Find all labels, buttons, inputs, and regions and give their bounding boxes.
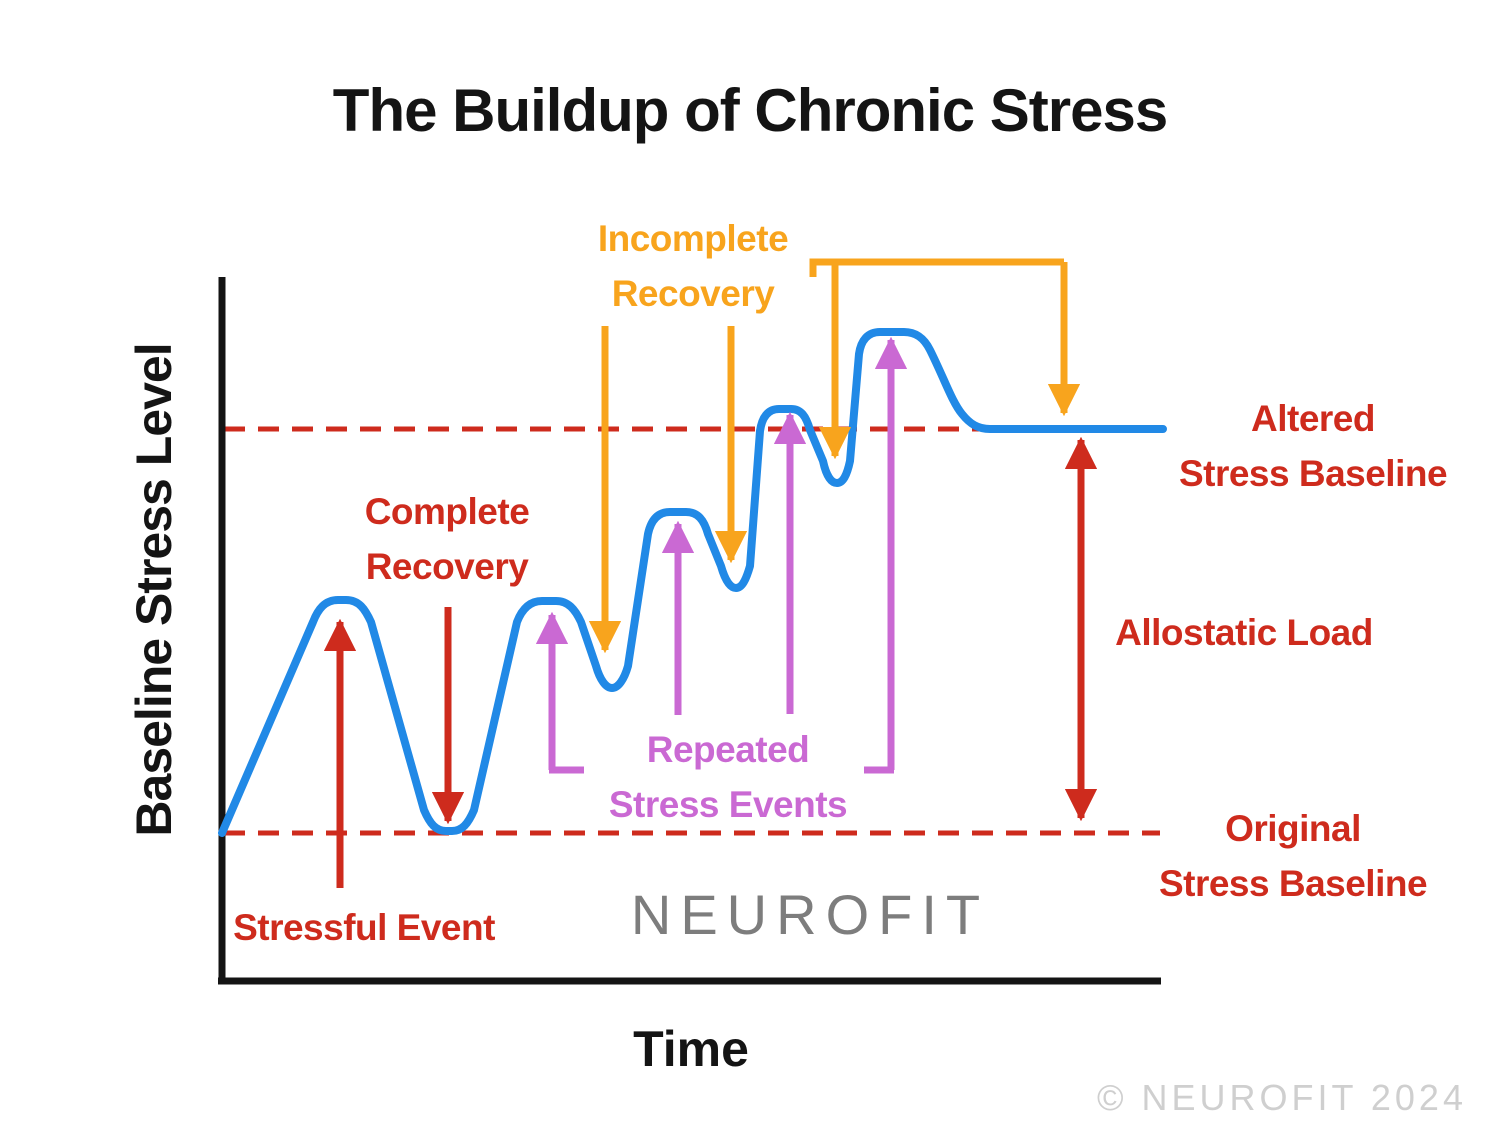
- incomplete-recovery-line1: Incomplete: [597, 218, 789, 259]
- copyright-text: © NEUROFIT 2024: [1097, 1077, 1467, 1118]
- original-baseline-line2: Stress Baseline: [1158, 863, 1428, 904]
- neurofit-watermark: NEUROFIT: [630, 883, 990, 946]
- original-stress-baseline-label: Original Stress Baseline: [1158, 801, 1428, 911]
- stress-curve: [218, 328, 1167, 837]
- stressful-event-label: Stressful Event: [233, 907, 495, 948]
- incomplete-recovery-label: Incomplete Recovery: [597, 211, 789, 321]
- complete-recovery-line2: Recovery: [365, 546, 529, 587]
- original-baseline-line1: Original: [1225, 808, 1361, 849]
- complete-recovery-label: Complete Recovery: [365, 484, 530, 594]
- y-axis-label: Baseline Stress Level: [126, 343, 182, 837]
- repeated-stress-line1: Repeated: [646, 729, 810, 770]
- incomplete-recovery-line2: Recovery: [611, 273, 775, 314]
- complete-recovery-line1: Complete: [364, 491, 530, 532]
- altered-stress-baseline-label: Altered Stress Baseline: [1178, 391, 1448, 501]
- allostatic-load-label: Allostatic Load: [1115, 612, 1373, 653]
- altered-baseline-line1: Altered: [1251, 398, 1375, 439]
- page-title: The Buildup of Chronic Stress: [332, 77, 1168, 144]
- altered-baseline-line2: Stress Baseline: [1178, 453, 1448, 494]
- incomplete-recovery-bracket: [809, 258, 1064, 277]
- x-axis-label: Time: [633, 1021, 749, 1077]
- repeated-stress-events-label: Repeated Stress Events: [608, 722, 848, 832]
- repeated-stress-line2: Stress Events: [608, 784, 848, 825]
